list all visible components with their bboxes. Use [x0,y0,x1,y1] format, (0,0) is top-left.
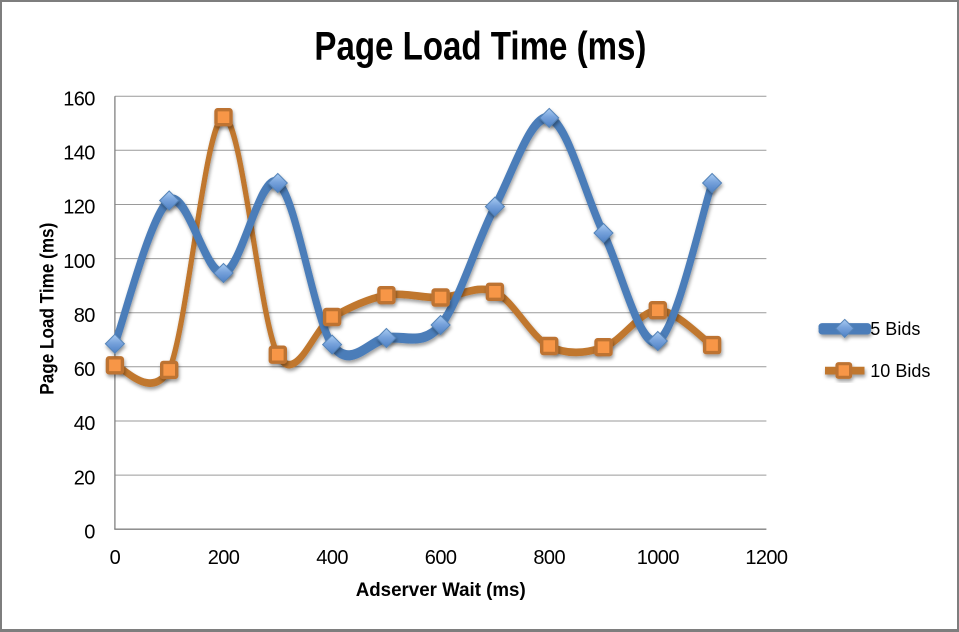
svg-text:800: 800 [533,547,565,569]
svg-text:Page Load Time (ms): Page Load Time (ms) [37,223,59,395]
svg-text:600: 600 [425,547,457,569]
svg-text:1000: 1000 [637,547,680,569]
svg-text:120: 120 [63,197,95,219]
svg-text:10 Bids: 10 Bids [870,361,930,381]
svg-text:160: 160 [63,88,95,110]
svg-text:20: 20 [74,467,96,489]
svg-text:0: 0 [84,521,95,543]
svg-text:80: 80 [74,305,96,327]
svg-text:0: 0 [110,547,121,569]
svg-text:5 Bids: 5 Bids [870,319,920,339]
svg-text:40: 40 [74,413,96,435]
svg-text:1200: 1200 [745,547,788,569]
svg-text:400: 400 [316,547,348,569]
svg-text:140: 140 [63,143,95,165]
svg-text:60: 60 [74,359,96,381]
svg-text:Page Load Time (ms): Page Load Time (ms) [314,25,646,69]
svg-text:200: 200 [208,547,240,569]
svg-text:100: 100 [63,251,95,273]
svg-text:Adserver Wait (ms): Adserver Wait (ms) [356,579,526,601]
